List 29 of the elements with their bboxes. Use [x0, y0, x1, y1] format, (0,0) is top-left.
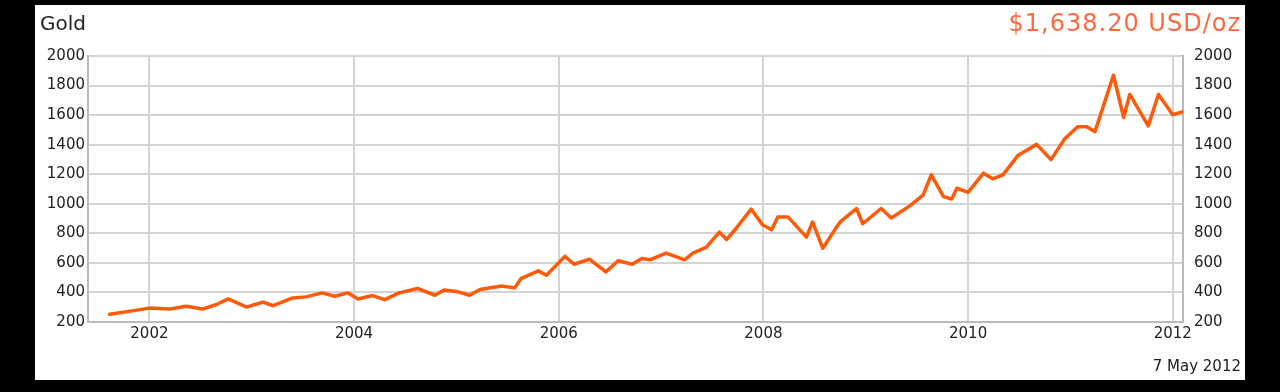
- y-tick-label: 600: [56, 252, 85, 271]
- chart-title: Gold: [40, 11, 86, 35]
- x-tick-label: 2004: [334, 323, 374, 342]
- y-tick-label: 1200: [46, 164, 85, 183]
- y2-tick-label: 200: [1194, 311, 1223, 330]
- y2-tick-label: 400: [1194, 282, 1223, 301]
- y-tick-label: 1000: [46, 193, 85, 212]
- y-tick-label: 200: [56, 311, 85, 330]
- x-tick-label: 2012: [1153, 323, 1192, 342]
- y2-tick-label: 1800: [1194, 75, 1233, 94]
- y-tick-label: 1400: [46, 134, 85, 153]
- y2-tick-label: 1200: [1194, 164, 1233, 183]
- y2-tick-label: 1400: [1194, 134, 1233, 153]
- chart-subtitle: $1,638.20 USD/oz: [1008, 9, 1241, 37]
- y2-tick-label: 800: [1194, 223, 1223, 242]
- y-tick-label: 1600: [46, 105, 85, 123]
- y2-tick-label: 2000: [1194, 45, 1233, 64]
- x-tick-label: 2010: [949, 323, 988, 342]
- y2-tick-label: 600: [1194, 252, 1223, 271]
- y-tick-label: 400: [56, 282, 85, 301]
- text: 7 May 2012: [1152, 357, 1241, 375]
- y-tick-label: 800: [56, 223, 85, 242]
- y-tick-label: 1800: [46, 75, 85, 94]
- x-tick-label: 2002: [130, 323, 169, 342]
- x-tick-label: 2006: [539, 323, 578, 342]
- y2-tick-label: 1600: [1194, 105, 1233, 123]
- x-tick-label: 2008: [744, 323, 783, 342]
- y2-tick-label: 1000: [1194, 193, 1233, 212]
- y-tick-label: 2000: [46, 45, 85, 64]
